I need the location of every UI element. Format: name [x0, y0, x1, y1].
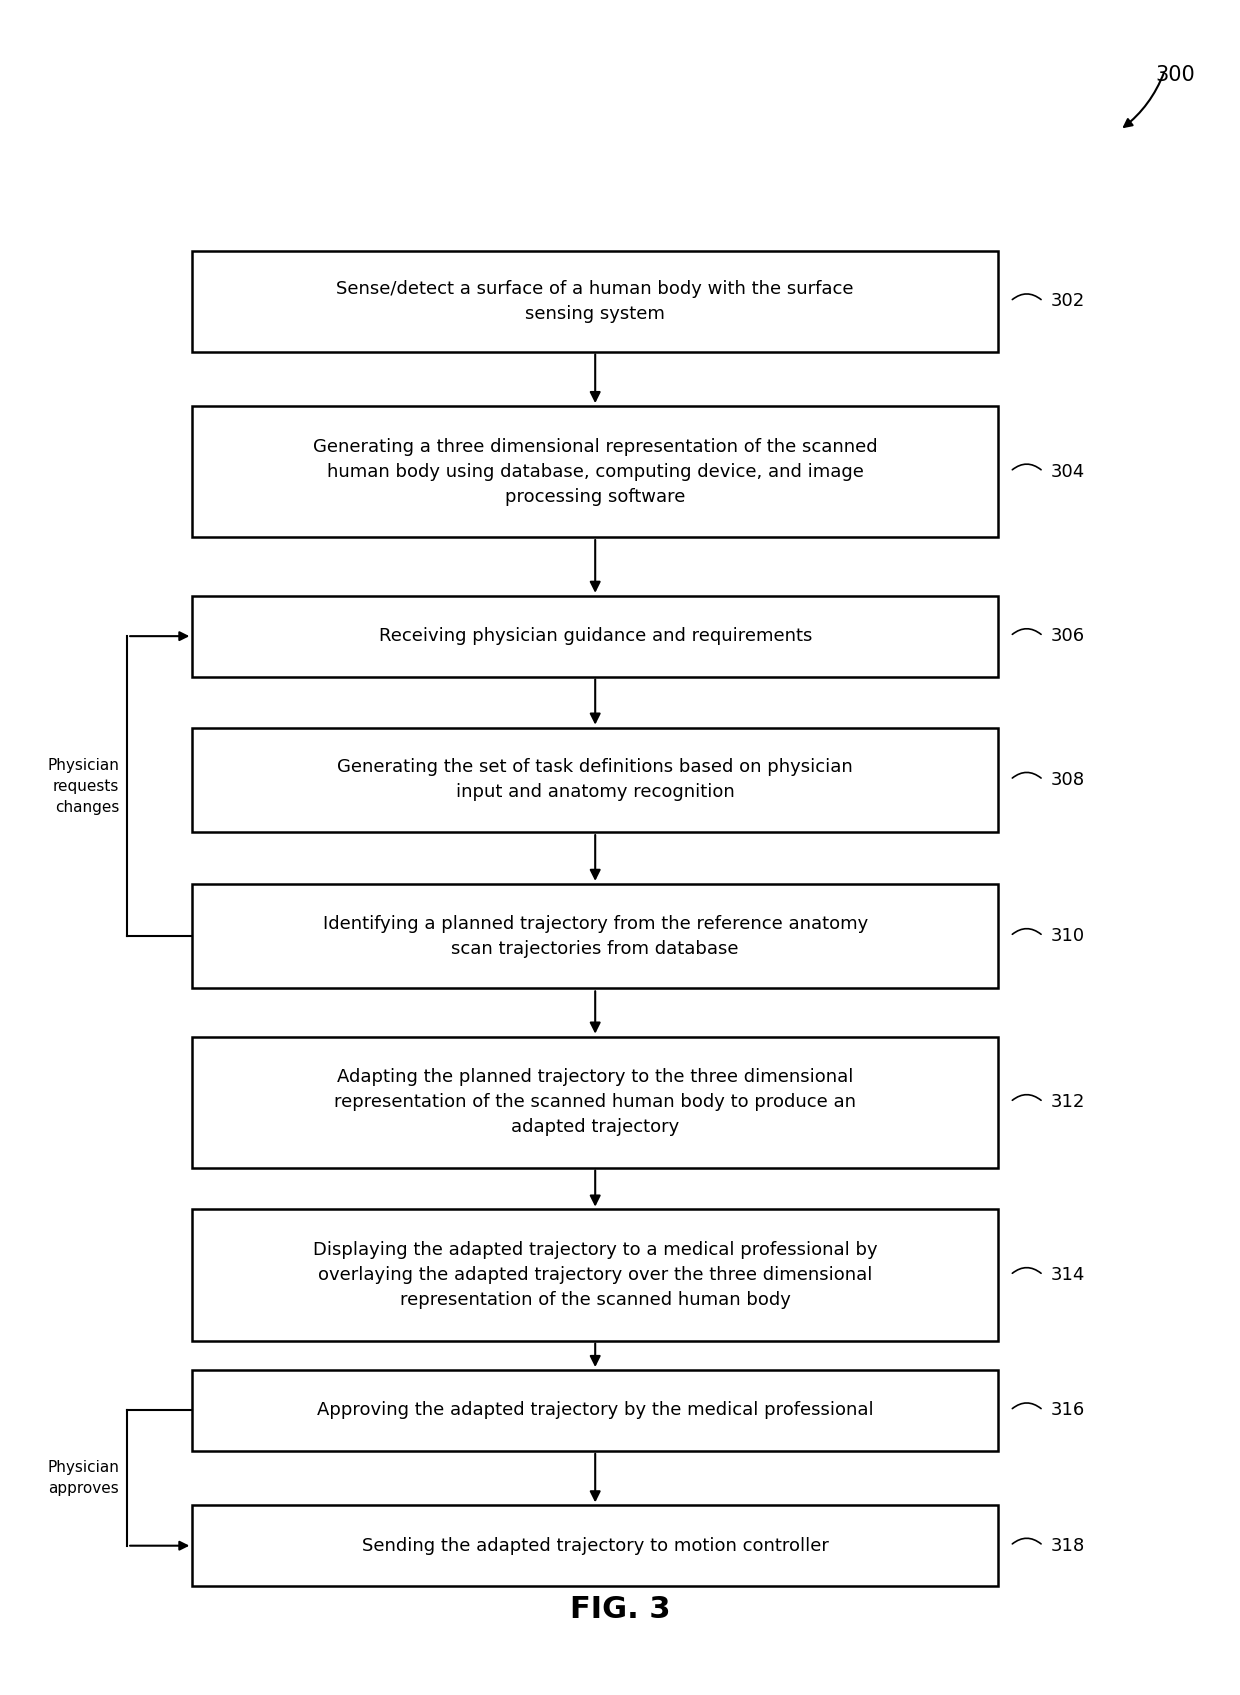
- Text: Generating a three dimensional representation of the scanned
human body using da: Generating a three dimensional represent…: [312, 437, 878, 505]
- Text: 308: 308: [1050, 771, 1084, 788]
- Text: FIG. 3: FIG. 3: [569, 1595, 671, 1624]
- Text: 314: 314: [1050, 1266, 1085, 1285]
- Text: Identifying a planned trajectory from the reference anatomy
scan trajectories fr: Identifying a planned trajectory from th…: [322, 915, 868, 958]
- Text: 304: 304: [1050, 463, 1085, 481]
- FancyBboxPatch shape: [192, 251, 998, 351]
- FancyBboxPatch shape: [192, 1037, 998, 1168]
- Text: 300: 300: [1154, 64, 1195, 85]
- Text: 310: 310: [1050, 927, 1084, 946]
- FancyBboxPatch shape: [192, 1370, 998, 1451]
- Text: 318: 318: [1050, 1537, 1085, 1554]
- Text: Generating the set of task definitions based on physician
input and anatomy reco: Generating the set of task definitions b…: [337, 758, 853, 802]
- Text: Adapting the planned trajectory to the three dimensional
representation of the s: Adapting the planned trajectory to the t…: [335, 1068, 856, 1136]
- Text: 312: 312: [1050, 1093, 1085, 1112]
- Text: Sense/detect a surface of a human body with the surface
sensing system: Sense/detect a surface of a human body w…: [336, 280, 854, 322]
- Text: Physician
requests
changes: Physician requests changes: [47, 758, 119, 815]
- Text: Sending the adapted trajectory to motion controller: Sending the adapted trajectory to motion…: [362, 1537, 828, 1554]
- FancyBboxPatch shape: [192, 595, 998, 676]
- Text: Approving the adapted trajectory by the medical professional: Approving the adapted trajectory by the …: [317, 1402, 873, 1419]
- Text: Receiving physician guidance and requirements: Receiving physician guidance and require…: [378, 627, 812, 646]
- FancyBboxPatch shape: [192, 883, 998, 988]
- FancyBboxPatch shape: [192, 727, 998, 832]
- Text: 316: 316: [1050, 1402, 1085, 1419]
- Text: 302: 302: [1050, 292, 1085, 310]
- FancyBboxPatch shape: [192, 407, 998, 537]
- Text: Physician
approves: Physician approves: [47, 1459, 119, 1497]
- Text: Displaying the adapted trajectory to a medical professional by
overlaying the ad: Displaying the adapted trajectory to a m…: [312, 1241, 878, 1309]
- FancyBboxPatch shape: [192, 1505, 998, 1587]
- FancyBboxPatch shape: [192, 1210, 998, 1341]
- Text: 306: 306: [1050, 627, 1084, 646]
